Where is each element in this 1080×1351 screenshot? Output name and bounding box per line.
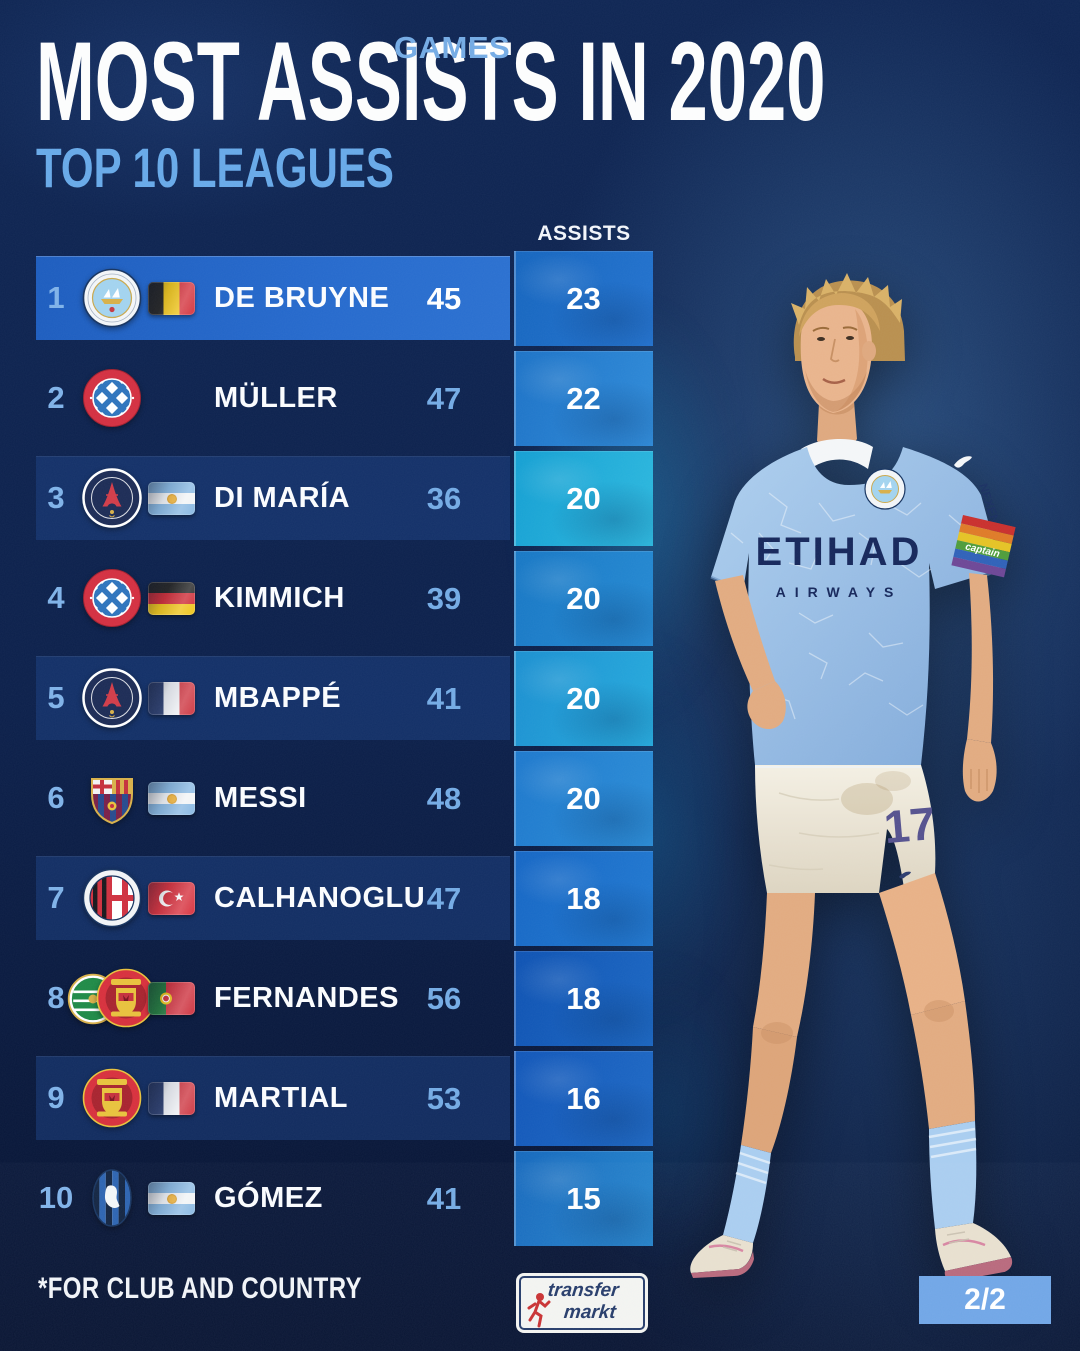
manchester-united-badge-icon: [82, 1068, 142, 1128]
assists-value: 15: [566, 1181, 601, 1216]
france-flag-icon: [148, 682, 195, 715]
puma-logo-icon: [954, 456, 972, 468]
player-name: FERNANDES: [214, 982, 399, 1014]
portugal-flag-icon: [148, 982, 195, 1015]
games-column-header: GAMES: [394, 30, 511, 65]
player-name: GÓMEZ: [214, 1182, 323, 1214]
turkey-flag-icon: [148, 882, 195, 915]
games-value: 48: [426, 781, 462, 816]
argentina-flag-icon: [148, 482, 195, 515]
player-name: MARTIAL: [214, 1082, 348, 1114]
psg-badge-icon: [82, 668, 142, 728]
assists-cell: 23: [514, 251, 653, 346]
argentina-flag-icon: [148, 782, 195, 815]
assists-cell: 20: [514, 751, 653, 846]
rank-label: 4: [47, 580, 65, 615]
games-value: 41: [426, 1181, 462, 1216]
assists-value: 20: [566, 581, 601, 616]
footnote: *FOR CLUB AND COUNTRY: [38, 1272, 362, 1305]
ac-milan-badge-icon: [82, 868, 142, 928]
bayern-munich-badge-icon: [82, 368, 142, 428]
atalanta-badge-icon: [82, 1168, 142, 1228]
games-value: 41: [426, 681, 462, 716]
games-value: 56: [426, 981, 462, 1016]
rank-label: 7: [47, 880, 65, 915]
assists-cell: 18: [514, 951, 653, 1046]
rank-label: 3: [47, 480, 65, 515]
jersey-crest-icon: [864, 468, 906, 510]
bayern-munich-badge-icon: [82, 568, 142, 628]
assists-cell: 16: [514, 1051, 653, 1146]
rank-label: 6: [47, 780, 65, 815]
player-name: KIMMICH: [214, 582, 345, 614]
germany-flag-icon: [148, 582, 195, 615]
assists-value: 16: [566, 1081, 601, 1116]
assists-value: 22: [566, 381, 601, 416]
assists-value: 20: [566, 681, 601, 716]
assists-cell: 18: [514, 851, 653, 946]
manchester-city-badge-icon: [82, 268, 142, 328]
assists-column-header: ASSISTS: [537, 222, 631, 245]
player-name: MÜLLER: [214, 382, 338, 414]
rank-label: 1: [47, 280, 65, 315]
page-indicator: 2/2: [919, 1276, 1051, 1324]
assists-cell: 20: [514, 551, 653, 646]
manchester-united-badge-icon: [96, 968, 156, 1028]
player-name: MBAPPÉ: [214, 682, 342, 714]
games-value: 45: [426, 281, 462, 316]
rank-label: 9: [47, 1080, 65, 1115]
assists-value: 18: [566, 981, 601, 1016]
player-name: DI MARÍA: [214, 482, 351, 514]
player-name: MESSI: [214, 782, 307, 814]
assists-value: 20: [566, 781, 601, 816]
games-value: 47: [426, 381, 462, 416]
assists-value: 18: [566, 881, 601, 916]
rank-label: 10: [38, 1180, 74, 1215]
player-name: CALHANOGLU: [214, 882, 426, 914]
games-value: 47: [426, 881, 462, 916]
assists-cell: 20: [514, 451, 653, 546]
brand-line1: transfer: [546, 1280, 620, 1301]
jersey-sponsor-subtext: AIRWAYS: [776, 584, 903, 600]
assists-value: 20: [566, 481, 601, 516]
france-flag-icon: [148, 1082, 195, 1115]
rank-label: 5: [47, 680, 65, 715]
transfermarkt-figure-icon: [527, 1293, 551, 1328]
player-photo-kevin-de-bruyne: ETIHAD AIRWAYS NEXEN captain: [690, 273, 1016, 1282]
jersey-sponsor-text: ETIHAD: [756, 530, 923, 574]
argentina-flag-icon: [148, 1182, 195, 1215]
psg-badge-icon: [82, 468, 142, 528]
shorts-number: 17: [882, 797, 938, 853]
assists-value: 23: [566, 281, 601, 316]
assists-cell: 20: [514, 651, 653, 746]
games-value: 39: [426, 581, 462, 616]
belgium-flag-icon: [148, 282, 195, 315]
player-name: DE BRUYNE: [214, 282, 390, 314]
games-value: 36: [426, 481, 462, 516]
games-value: 53: [426, 1081, 462, 1116]
assists-cell: 22: [514, 351, 653, 446]
rank-label: 2: [47, 380, 65, 415]
barcelona-badge-icon: [82, 768, 142, 828]
transfermarkt-logo: transfer markt: [519, 1276, 645, 1330]
page-subtitle: TOP 10 LEAGUES: [36, 136, 394, 199]
assists-cell: 15: [514, 1151, 653, 1246]
